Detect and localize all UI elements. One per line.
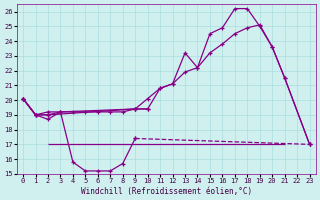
X-axis label: Windchill (Refroidissement éolien,°C): Windchill (Refroidissement éolien,°C) <box>81 187 252 196</box>
